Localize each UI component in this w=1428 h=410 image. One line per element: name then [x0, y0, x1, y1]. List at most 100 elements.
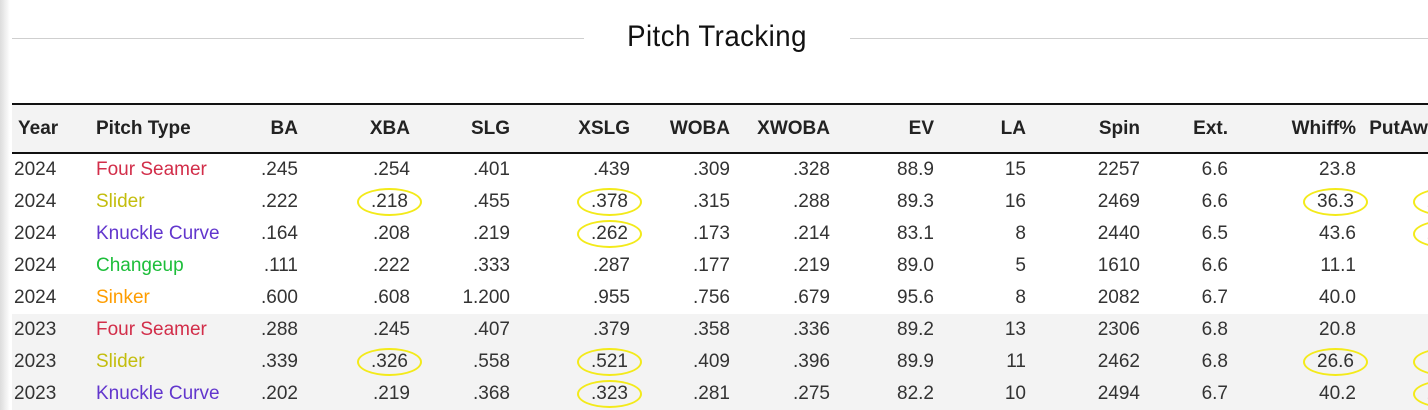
cell-ev: 89.2 [897, 319, 934, 340]
cell-ext: 6.8 [1201, 319, 1228, 340]
cell-xwoba: .275 [793, 383, 830, 404]
highlighted-value: 20.8 [1413, 188, 1428, 216]
cell-xslg: .521 [516, 346, 642, 378]
table-row: 2024 Knuckle Curve .164 .208 .219 .262 .173 .21… [12, 218, 1428, 250]
cell-xslg: .287 [593, 255, 630, 276]
cell-slg: .401 [473, 159, 510, 180]
cell-pitch-type: Slider [96, 351, 145, 372]
cell-ba: .164 [261, 223, 298, 244]
cell-putaway-pct: 14.7 [1362, 346, 1428, 378]
cell-la: 13 [1004, 319, 1026, 340]
cell-ev: 83.1 [897, 223, 934, 244]
cell-la: 11 [1006, 351, 1026, 372]
table-row: 2024 Slider .222 .218 .455 .378 .315 .288 89.3 16… [12, 186, 1428, 218]
column-header-la[interactable]: LA [1000, 117, 1026, 139]
left-edge-shadow [0, 0, 10, 410]
cell-ext: 6.6 [1201, 191, 1228, 212]
cell-xslg: .379 [593, 319, 630, 340]
cell-woba: .315 [693, 191, 730, 212]
cell-ba: .339 [261, 351, 298, 372]
table-header: Year Pitch Type BA XBA SLG XSLG WOBA XWOBA EV LA S… [12, 104, 1428, 153]
section-header: Pitch Tracking [10, 14, 1428, 64]
cell-whiff-pct: 36.3 [1234, 186, 1368, 218]
highlighted-value: .521 [577, 348, 642, 376]
highlighted-value: 22.1 [1413, 380, 1428, 408]
highlighted-value: 14.7 [1413, 348, 1428, 376]
cell-spin: 2440 [1097, 223, 1140, 244]
cell-putaway-pct: 0.0 [1362, 250, 1428, 282]
highlighted-value: 36.3 [1303, 188, 1368, 216]
cell-slg: .407 [473, 319, 510, 340]
cell-xba: .208 [373, 223, 410, 244]
column-header-putaway-pct[interactable]: PutAway% [1369, 117, 1428, 139]
header-row: Year Pitch Type BA XBA SLG XSLG WOBA XWOBA EV LA S… [12, 104, 1428, 153]
cell-spin: 2469 [1097, 191, 1140, 212]
cell-pitch-type: Knuckle Curve [96, 223, 220, 244]
table-body: 2024 Four Seamer .245 .254 .401 .439 .309 .328 8… [12, 153, 1428, 410]
cell-woba: .756 [693, 287, 730, 308]
cell-year: 2024 [14, 191, 57, 212]
highlighted-value: .218 [357, 188, 422, 216]
cell-ev: 88.9 [897, 159, 934, 180]
cell-xwoba: .336 [793, 319, 830, 340]
cell-xba: .222 [373, 255, 410, 276]
column-header-woba[interactable]: WOBA [669, 117, 730, 139]
cell-la: 10 [1004, 383, 1026, 404]
column-header-slg[interactable]: SLG [470, 117, 510, 139]
cell-xwoba: .328 [793, 159, 830, 180]
cell-ba: .600 [261, 287, 298, 308]
cell-spin: 2306 [1097, 319, 1140, 340]
column-header-ba[interactable]: BA [270, 117, 298, 139]
cell-xwoba: .288 [793, 191, 830, 212]
cell-year: 2023 [14, 351, 57, 372]
cell-xba: .326 [304, 346, 422, 378]
column-header-xwoba[interactable]: XWOBA [757, 117, 830, 139]
column-header-ev[interactable]: EV [908, 117, 934, 139]
cell-ext: 6.8 [1201, 351, 1228, 372]
cell-la: 15 [1004, 159, 1026, 180]
cell-ev: 89.9 [897, 351, 934, 372]
cell-ba: .202 [261, 383, 298, 404]
column-header-year[interactable]: Year [18, 117, 59, 139]
cell-woba: .177 [693, 255, 730, 276]
column-header-xba[interactable]: XBA [369, 117, 410, 139]
pitch-table-wrapper: Year Pitch Type BA XBA SLG XSLG WOBA XWOBA EV LA S… [12, 103, 1428, 410]
cell-slg: .455 [473, 191, 510, 212]
table-row: 2023 Knuckle Curve .202 .219 .368 .323 .281 .27… [12, 378, 1428, 410]
highlighted-value: .323 [577, 380, 642, 408]
cell-spin: 2082 [1097, 287, 1140, 308]
cell-ev: 89.0 [897, 255, 934, 276]
cell-whiff-pct: 26.6 [1234, 346, 1368, 378]
cell-year: 2023 [14, 319, 57, 340]
column-header-ext[interactable]: Ext. [1193, 117, 1228, 139]
cell-year: 2023 [14, 383, 57, 404]
cell-year: 2024 [14, 159, 57, 180]
title-divider-right [850, 38, 1428, 39]
highlighted-value: 27.1 [1413, 220, 1428, 248]
cell-putaway-pct: 0.0 [1362, 282, 1428, 314]
cell-slg: 1.200 [462, 287, 510, 308]
cell-xslg: .439 [593, 159, 630, 180]
cell-woba: .309 [693, 159, 730, 180]
cell-whiff-pct: 43.6 [1319, 223, 1356, 244]
cell-ev: 95.6 [897, 287, 934, 308]
cell-ba: .288 [261, 319, 298, 340]
column-header-xslg[interactable]: XSLG [578, 117, 630, 139]
cell-xslg: .955 [593, 287, 630, 308]
cell-xslg: .262 [516, 218, 642, 250]
cell-pitch-type: Sinker [96, 287, 150, 308]
table-row: 2023 Slider .339 .326 .558 .521 .409 .396 89.9 11… [12, 346, 1428, 378]
column-header-whiff-pct[interactable]: Whiff% [1291, 117, 1356, 139]
cell-spin: 2462 [1097, 351, 1140, 372]
cell-la: 8 [1015, 223, 1026, 244]
cell-woba: .281 [693, 383, 730, 404]
cell-xwoba: .396 [793, 351, 830, 372]
cell-spin: 2494 [1097, 383, 1140, 404]
column-header-pitch-type[interactable]: Pitch Type [96, 117, 191, 139]
cell-woba: .358 [693, 319, 730, 340]
cell-ext: 6.6 [1201, 255, 1228, 276]
cell-ev: 89.3 [897, 191, 934, 212]
column-header-spin[interactable]: Spin [1098, 117, 1140, 139]
cell-putaway-pct: 25.1 [1362, 153, 1428, 186]
cell-putaway-pct: 27.1 [1362, 218, 1428, 250]
